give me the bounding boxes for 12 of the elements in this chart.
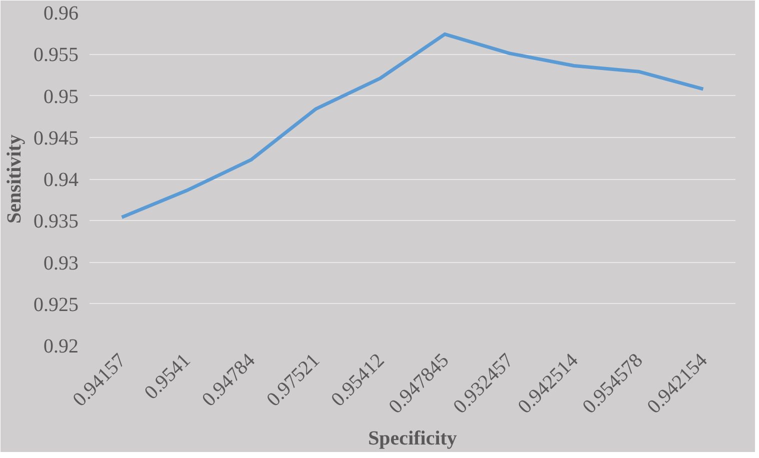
y-tick-label: 0.96 <box>44 2 78 24</box>
y-tick-label: 0.94 <box>44 169 78 191</box>
y-tick-label: 0.93 <box>44 252 78 274</box>
x-axis-title: Specificity <box>368 427 457 450</box>
y-tick-label: 0.955 <box>34 44 78 66</box>
y-tick-label: 0.945 <box>34 127 78 150</box>
y-tick-label: 0.92 <box>44 336 78 358</box>
y-tick-label: 0.935 <box>34 210 78 233</box>
y-tick-label: 0.925 <box>34 294 78 316</box>
y-tick-label: 0.95 <box>44 86 78 108</box>
y-axis-title: Sensitivity <box>4 134 26 224</box>
line-series <box>120 32 705 220</box>
